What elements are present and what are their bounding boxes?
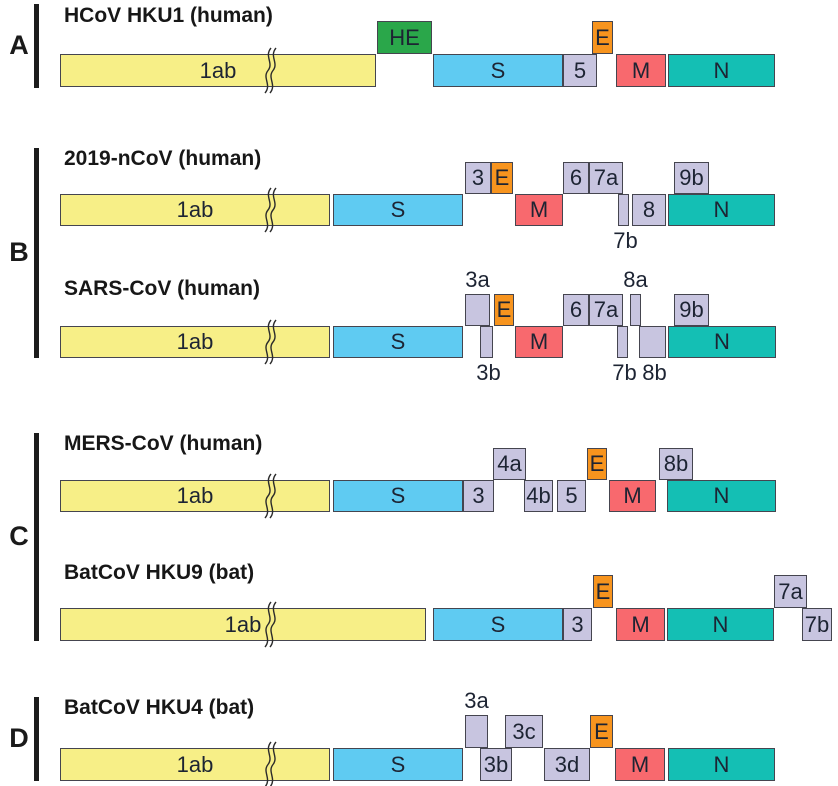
gene-box-3a	[465, 294, 490, 326]
gene-box-1ab: 1ab	[60, 480, 330, 512]
gene-box-7b	[617, 326, 628, 358]
gene-box-n: N	[668, 326, 776, 358]
gene-box-3: 3	[563, 608, 592, 641]
orf-label-3a: 3a	[465, 267, 490, 292]
gene-box-7a: 7a	[774, 575, 807, 608]
gene-box-1ab: 1ab	[60, 326, 330, 358]
gene-box-he: HE	[377, 21, 432, 54]
gene-box-9b: 9b	[674, 162, 709, 194]
gene-box-e: E	[494, 294, 514, 326]
gene-box-e: E	[491, 162, 513, 194]
gene-box-7a: 7a	[589, 294, 623, 326]
gene-box-s: S	[433, 54, 563, 87]
gene-box-e: E	[590, 715, 613, 748]
orf-label-3b: 3b	[476, 360, 501, 385]
genome-break-icon	[257, 187, 279, 233]
orf-label-7b: 7b	[612, 360, 637, 385]
row-title: HCoV HKU1 (human)	[64, 4, 273, 27]
gene-box-3: 3	[463, 480, 494, 512]
genome-break-icon	[257, 319, 279, 365]
gene-box-m: M	[515, 194, 563, 226]
gene-box-n: N	[668, 54, 775, 87]
gene-box-7b: 7b	[802, 608, 832, 641]
gene-box-n: N	[668, 748, 775, 781]
panel-label-A: A	[9, 30, 29, 60]
orf-label-7b: 7b	[613, 228, 638, 253]
gene-box-s: S	[333, 326, 463, 358]
gene-box-3c: 3c	[505, 715, 543, 748]
gene-box-1ab: 1ab	[60, 608, 426, 641]
gene-box-e: E	[592, 21, 613, 54]
panel-label-B: B	[9, 237, 29, 267]
gene-box-m: M	[615, 748, 665, 781]
row-title: SARS-CoV (human)	[64, 277, 260, 300]
gene-box-9b: 9b	[674, 294, 709, 326]
gene-box-6: 6	[563, 162, 589, 194]
gene-box-3: 3	[465, 162, 491, 194]
gene-box-8a	[630, 294, 641, 326]
gene-box-m: M	[515, 326, 563, 358]
row-title: BatCoV HKU4 (bat)	[64, 696, 255, 719]
gene-box-5: 5	[563, 54, 597, 87]
gene-box-n: N	[667, 608, 774, 641]
gene-box-5: 5	[557, 480, 586, 512]
gene-box-1ab: 1ab	[60, 748, 330, 781]
orf-label-8b: 8b	[642, 360, 667, 385]
gene-box-3b	[480, 326, 493, 358]
gene-box-4a: 4a	[493, 448, 526, 480]
gene-box-m: M	[609, 480, 656, 512]
genome-break-icon	[257, 601, 279, 648]
gene-box-3d: 3d	[544, 748, 590, 781]
gene-box-8b: 8b	[659, 448, 693, 480]
gene-box-3b: 3b	[480, 748, 512, 781]
genome-break-icon	[257, 473, 279, 519]
gene-box-8b	[639, 326, 666, 358]
gene-box-e: E	[587, 448, 607, 480]
gene-box-s: S	[333, 194, 463, 226]
gene-box-s: S	[333, 748, 463, 781]
orf-label-8a: 8a	[623, 267, 648, 292]
genome-break-icon	[257, 741, 279, 786]
row-title: 2019-nCoV (human)	[64, 147, 262, 170]
panel-bar-A	[34, 4, 39, 88]
gene-box-8: 8	[632, 194, 666, 226]
row-title: MERS-CoV (human)	[64, 432, 263, 455]
panel-bar-B	[34, 148, 39, 358]
panel-bar-D	[34, 697, 39, 781]
gene-box-3a	[465, 715, 488, 748]
gene-box-1ab: 1ab	[60, 194, 330, 226]
gene-box-6: 6	[563, 294, 589, 326]
panel-label-C: C	[9, 521, 29, 551]
gene-box-n: N	[668, 194, 775, 226]
gene-box-m: M	[616, 54, 666, 87]
gene-box-e: E	[593, 575, 613, 608]
gene-box-7b	[618, 194, 629, 226]
orf-label-3a: 3a	[464, 688, 489, 713]
gene-box-m: M	[616, 608, 665, 641]
row-title: BatCoV HKU9 (bat)	[64, 561, 255, 584]
gene-box-n: N	[667, 480, 776, 512]
gene-box-4b: 4b	[524, 480, 553, 512]
panel-bar-C	[34, 433, 39, 641]
gene-box-1ab: 1ab	[60, 54, 376, 87]
genome-break-icon	[257, 47, 279, 94]
gene-box-s: S	[333, 480, 463, 512]
panel-label-D: D	[9, 723, 29, 753]
gene-box-s: S	[433, 608, 563, 641]
gene-box-7a: 7a	[589, 162, 623, 194]
